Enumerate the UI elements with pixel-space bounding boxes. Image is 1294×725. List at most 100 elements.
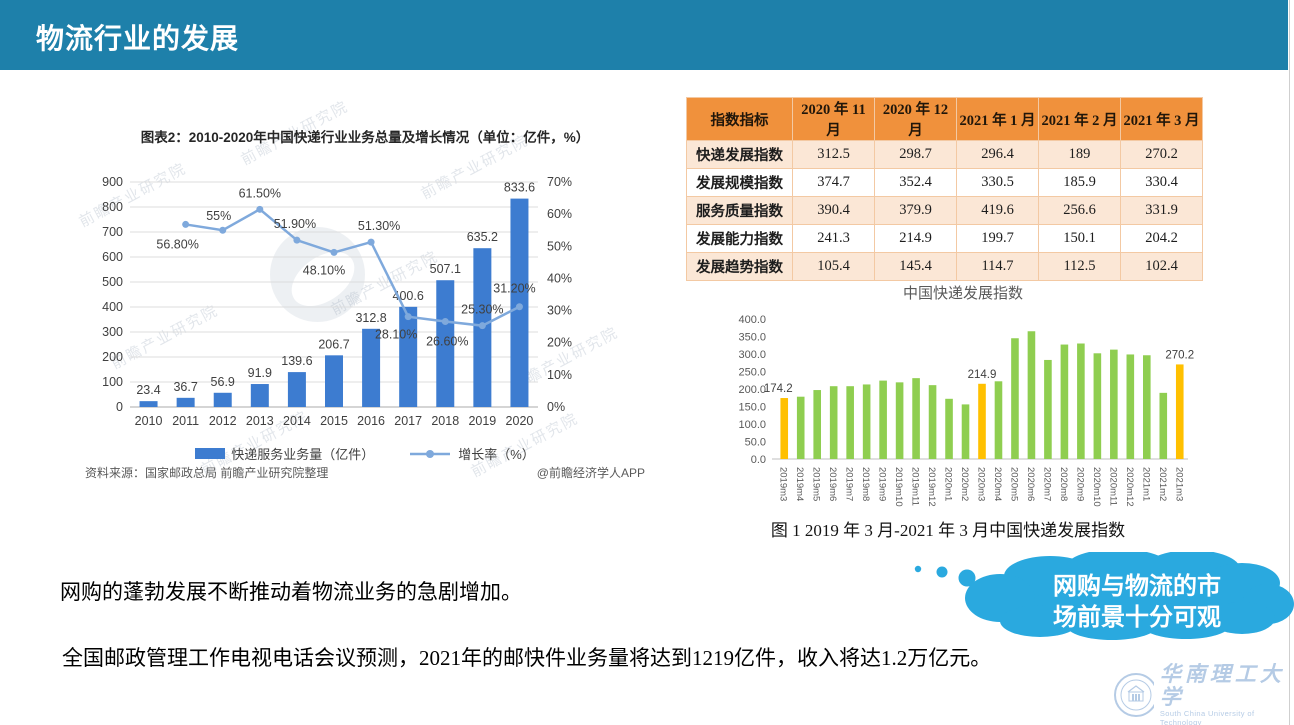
bubble-dot-large bbox=[958, 569, 976, 587]
svg-text:2019: 2019 bbox=[468, 414, 496, 428]
table-cell: 390.4 bbox=[792, 196, 875, 225]
callout-text-line2: 场前景十分可观 bbox=[1053, 603, 1221, 631]
table-cell: 352.4 bbox=[874, 168, 957, 197]
svg-text:70%: 70% bbox=[547, 175, 572, 189]
express-index-table: 指数指标 2020 年 11 月 2020 年 12 月 2021 年 1 月 2021… bbox=[686, 97, 1203, 281]
table-cell: 312.5 bbox=[792, 140, 875, 169]
table-cell: 298.7 bbox=[874, 140, 957, 169]
svg-text:2020m6: 2020m6 bbox=[1025, 467, 1036, 501]
table-cell: 189 bbox=[1038, 140, 1121, 169]
svg-text:55%: 55% bbox=[206, 209, 231, 223]
svg-text:200: 200 bbox=[102, 350, 123, 364]
row-header-cell: 服务质量指数 bbox=[686, 196, 793, 225]
svg-text:900: 900 bbox=[102, 175, 123, 189]
header-bar: 物流行业的发展 bbox=[0, 0, 1288, 70]
express-volume-chart-panel: 前瞻产业研究院 前瞻产业研究院 前瞻产业研究院 前瞻产业研究院 前瞻产业研究院 前瞻产业研… bbox=[76, 98, 645, 484]
table-header-cell: 2021 年 2 月 bbox=[1038, 97, 1121, 141]
university-logo: 华南理工大学 South China University of Technol… bbox=[1113, 662, 1293, 725]
svg-text:400: 400 bbox=[102, 300, 123, 314]
svg-text:2010: 2010 bbox=[135, 414, 163, 428]
svg-text:206.7: 206.7 bbox=[318, 337, 349, 351]
svg-text:250.0: 250.0 bbox=[738, 367, 766, 379]
svg-text:50.0: 50.0 bbox=[745, 437, 766, 449]
svg-text:2011: 2011 bbox=[172, 414, 199, 428]
table-row: 发展规模指数 374.7 352.4 330.5 185.9 330.4 bbox=[686, 168, 1203, 197]
svg-text:2021m3: 2021m3 bbox=[1173, 467, 1184, 501]
svg-text:2020m9: 2020m9 bbox=[1074, 467, 1085, 501]
svg-text:2020m10: 2020m10 bbox=[1091, 467, 1102, 507]
table-cell: 214.9 bbox=[874, 224, 957, 253]
svg-text:2017: 2017 bbox=[394, 414, 422, 428]
svg-text:2019m10: 2019m10 bbox=[893, 467, 904, 507]
svg-text:2018: 2018 bbox=[431, 414, 459, 428]
svg-text:270.2: 270.2 bbox=[1165, 349, 1194, 361]
svg-text:60%: 60% bbox=[547, 207, 572, 221]
table-cell: 204.2 bbox=[1120, 224, 1203, 253]
table-header-cell: 指数指标 bbox=[686, 97, 793, 141]
legend-label-volume: 快递服务业务量（亿件） bbox=[231, 447, 375, 462]
chart2-title: 中国快递发展指数 bbox=[902, 285, 1023, 302]
svg-text:500: 500 bbox=[102, 275, 123, 289]
table-cell: 331.9 bbox=[1120, 196, 1203, 225]
legend-item-volume: 快递服务业务量（亿件） bbox=[195, 444, 374, 463]
svg-text:2013: 2013 bbox=[246, 414, 274, 428]
svg-text:51.30%: 51.30% bbox=[358, 219, 400, 233]
bar-series-swatch bbox=[195, 448, 226, 459]
svg-text:2019m3: 2019m3 bbox=[778, 467, 789, 501]
row-header-cell: 发展趋势指数 bbox=[686, 252, 793, 281]
svg-text:100.0: 100.0 bbox=[738, 419, 766, 431]
slide-right-edge bbox=[1289, 0, 1290, 725]
svg-text:2019m4: 2019m4 bbox=[794, 467, 805, 501]
svg-text:0%: 0% bbox=[547, 400, 565, 414]
table-cell: 296.4 bbox=[956, 140, 1039, 169]
svg-text:2020m12: 2020m12 bbox=[1124, 467, 1135, 507]
svg-text:600: 600 bbox=[102, 250, 123, 264]
table-row: 发展趋势指数 105.4 145.4 114.7 112.5 102.4 bbox=[686, 252, 1203, 281]
svg-text:25.30%: 25.30% bbox=[461, 303, 503, 317]
svg-text:300: 300 bbox=[102, 325, 123, 339]
svg-text:400.0: 400.0 bbox=[738, 314, 766, 326]
legend-item-growth: 增长率（%） bbox=[408, 444, 535, 463]
svg-text:350.0: 350.0 bbox=[738, 332, 766, 344]
table-cell: 241.3 bbox=[792, 224, 875, 253]
svg-text:2019m7: 2019m7 bbox=[844, 467, 855, 501]
table-cell: 114.7 bbox=[956, 252, 1039, 281]
svg-text:2020m1: 2020m1 bbox=[943, 467, 954, 501]
table-cell: 419.6 bbox=[956, 196, 1039, 225]
svg-text:20%: 20% bbox=[547, 336, 572, 350]
table-header-cell: 2020 年 11 月 bbox=[792, 97, 875, 141]
page-title: 物流行业的发展 bbox=[36, 23, 240, 54]
svg-text:312.8: 312.8 bbox=[355, 311, 386, 325]
table-header-cell: 2020 年 12 月 bbox=[874, 97, 957, 141]
callout-text-line1: 网购与物流的市 bbox=[1053, 572, 1221, 600]
row-header-cell: 快递发展指数 bbox=[686, 140, 793, 169]
svg-text:507.1: 507.1 bbox=[430, 262, 461, 276]
svg-text:2015: 2015 bbox=[320, 414, 348, 428]
svg-text:2021m1: 2021m1 bbox=[1140, 467, 1151, 501]
svg-text:26.60%: 26.60% bbox=[426, 335, 468, 349]
table-cell: 112.5 bbox=[1038, 252, 1121, 281]
figure-caption: 图 1 2019 年 3 月-2021 年 3 月中国快递发展指数 bbox=[770, 521, 1126, 540]
svg-text:2014: 2014 bbox=[283, 414, 311, 428]
svg-text:2020m4: 2020m4 bbox=[992, 467, 1003, 501]
svg-text:635.2: 635.2 bbox=[467, 230, 498, 244]
svg-text:2021m2: 2021m2 bbox=[1157, 467, 1168, 501]
bar-line-chart: 0 100 200 300 400 500 600 700 800 900 0% 10% 20% 30% 4… bbox=[102, 175, 572, 428]
table-cell: 330.5 bbox=[956, 168, 1039, 197]
university-name-cn: 华南理工大学 bbox=[1159, 661, 1285, 709]
source-credit: @前瞻经济学人APP bbox=[536, 466, 645, 480]
svg-text:2019m9: 2019m9 bbox=[877, 467, 888, 501]
svg-text:51.90%: 51.90% bbox=[274, 217, 316, 231]
svg-text:800: 800 bbox=[102, 200, 123, 214]
svg-text:2019m12: 2019m12 bbox=[926, 467, 937, 507]
svg-text:100: 100 bbox=[102, 375, 123, 389]
svg-text:150.0: 150.0 bbox=[738, 402, 766, 414]
svg-text:214.9: 214.9 bbox=[968, 369, 997, 381]
university-seal-icon bbox=[1114, 673, 1154, 717]
row-header-cell: 发展能力指数 bbox=[686, 224, 793, 253]
body-paragraph-1: 网购的蓬勃发展不断推动着物流业务的急剧增加。 bbox=[60, 580, 522, 604]
table-cell: 105.4 bbox=[792, 252, 875, 281]
svg-text:2020m5: 2020m5 bbox=[1008, 467, 1019, 501]
svg-text:0.0: 0.0 bbox=[751, 454, 766, 466]
